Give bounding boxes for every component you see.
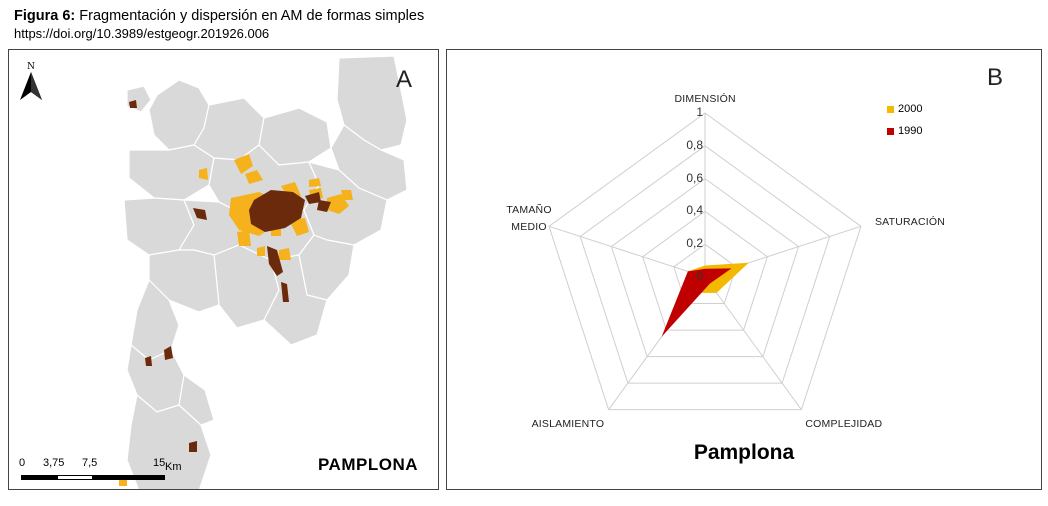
grid-ring: [579, 145, 831, 384]
north-arrow: N: [19, 62, 43, 100]
map-city-name: PAMPLONA: [317, 455, 418, 474]
urban-patch-1990: [267, 246, 283, 276]
municipality: [126, 393, 212, 489]
urban-patch-2000: [234, 154, 253, 174]
municipality: [178, 373, 215, 426]
urban-patch-2000: [237, 230, 251, 246]
tick-label: 0,4: [686, 203, 703, 218]
panel-letter-b: B: [986, 64, 1003, 91]
urban-patch-2000: [257, 246, 265, 256]
grid-ring: [548, 112, 862, 411]
map-panel: A N PAMPLONA 0 3,75 7,5 15 Km: [8, 49, 439, 490]
series-polygon-1990: [661, 268, 732, 337]
scale-label: 7,5: [82, 457, 98, 469]
legend-item-2000: 2000: [887, 98, 922, 120]
urban-patch-2000: [199, 168, 208, 180]
scale-segment: [93, 475, 165, 480]
municipality: [263, 254, 328, 346]
radar-grid: [548, 112, 862, 411]
scale-label: 0: [19, 457, 26, 469]
municipalities: [123, 55, 408, 489]
figure-caption: Figura 6: Fragmentación y dispersión en …: [14, 8, 424, 42]
urban-patch-2000: [245, 170, 263, 184]
municipality: [336, 55, 408, 151]
urban-patch-1990: [281, 282, 289, 302]
municipality: [126, 85, 152, 113]
scale-segment: [57, 475, 93, 480]
tick-label: 1: [696, 105, 703, 119]
urban-patch-1990: [189, 441, 197, 452]
figure-label: Figura 6:: [14, 8, 76, 24]
grid-spoke: [704, 276, 802, 410]
axis-label: COMPLEJIDAD: [805, 417, 883, 430]
scale-segment: [21, 475, 57, 480]
legend-swatch-1990: [887, 127, 894, 135]
tick-label: 0,6: [686, 170, 703, 185]
tick-label: 0,2: [686, 236, 703, 251]
scale-label: 15: [153, 457, 166, 469]
urban-patch-1990: [164, 346, 173, 360]
legend-label: 1990: [898, 125, 923, 137]
municipality-map: [119, 55, 408, 489]
radar-chart: [548, 112, 862, 411]
radar-panel: B DIMENSIÓN SATURACIÓN COMPLEJIDAD AISLAMIE…: [446, 49, 1042, 490]
tick-label: 0: [696, 269, 703, 283]
chart-title: Pamplona: [693, 441, 795, 464]
north-label: N: [27, 62, 35, 72]
urban-patch-1990: [305, 192, 321, 204]
scale-unit: Km: [165, 461, 182, 473]
axis-label: SATURACIÓN: [874, 216, 946, 229]
urban-patch-2000: [309, 178, 321, 187]
doi-link[interactable]: https://doi.org/10.3989/estgeogr.201926.…: [14, 26, 270, 41]
legend-item-1990: 1990: [887, 120, 922, 142]
legend-swatch-2000: [887, 105, 894, 113]
legend-label: 2000: [898, 103, 923, 115]
urban-patch-1990: [129, 100, 137, 108]
grid-spoke: [548, 225, 706, 278]
municipality: [330, 124, 408, 201]
figure-title: Fragmentación y dispersión en AM de form…: [79, 8, 425, 24]
caption-title-line: Figura 6: Fragmentación y dispersión en …: [14, 8, 424, 25]
north-arrow-icon: [20, 72, 42, 100]
urban-patch-1990: [193, 208, 207, 220]
tick-label: 0,8: [686, 137, 703, 152]
scale-bar: 0 3,75 7,5 15 Km: [19, 457, 189, 483]
urban-patch-2000: [279, 248, 291, 260]
axis-label: DIMENSIÓN: [674, 93, 736, 105]
urban-patch-1990: [145, 356, 152, 366]
panel-letter-a: A: [395, 66, 412, 93]
urban-patch-2000: [289, 218, 309, 236]
municipality: [298, 234, 355, 301]
grid-ring: [673, 243, 737, 305]
axis-label: AISLAMIENTO: [531, 417, 605, 430]
axis-label: TAMAÑO MEDIO: [506, 204, 552, 234]
grid-ring: [610, 177, 800, 358]
urban-patch-1990: [249, 190, 305, 232]
urban-patch-1990: [317, 200, 331, 212]
radar-series: [661, 262, 749, 337]
chart-legend: 2000 1990: [887, 98, 922, 142]
scale-label: 3,75: [43, 457, 65, 469]
urban-patches-1990: [129, 100, 331, 452]
urban-patch-2000: [341, 190, 353, 200]
grid-ring: [642, 210, 768, 331]
